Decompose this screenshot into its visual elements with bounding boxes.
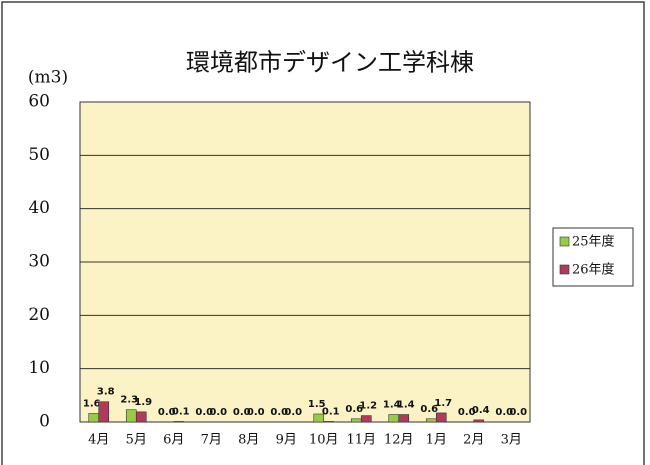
- chart-title: 環境都市デザイン工学科棟: [186, 49, 474, 77]
- bar: [135, 411, 147, 423]
- x-tick-label: 12月: [384, 433, 414, 448]
- data-label: 1.5: [308, 399, 326, 410]
- x-tick-label: 4月: [88, 433, 109, 448]
- data-label: 3.8: [97, 387, 115, 398]
- data-label: 0.1: [172, 406, 190, 417]
- y-tick-label: 30: [28, 252, 50, 272]
- data-label: 2.3: [120, 395, 138, 406]
- data-label: 0.0: [284, 407, 302, 418]
- bar: [350, 418, 362, 423]
- data-label: 1.7: [434, 398, 452, 409]
- bar: [313, 413, 325, 423]
- data-label: 0.0: [195, 407, 213, 418]
- data-label: 1.2: [359, 401, 377, 412]
- data-label: 0.0: [495, 407, 513, 418]
- bar: [323, 421, 335, 423]
- data-label: 0.0: [233, 407, 251, 418]
- bar: [173, 421, 185, 423]
- bar: [398, 414, 410, 423]
- data-label: 0.1: [322, 406, 340, 417]
- y-tick-label: 60: [28, 92, 50, 112]
- data-label: 0.0: [247, 407, 265, 418]
- y-axis-label: (m3): [28, 68, 68, 88]
- x-tick-label: 10月: [309, 433, 339, 448]
- data-label: 0.0: [458, 407, 476, 418]
- y-tick-label: 20: [28, 305, 50, 325]
- x-tick-label: 2月: [463, 433, 484, 448]
- data-label: 0.0: [509, 407, 527, 418]
- y-tick-label: 10: [28, 358, 50, 378]
- y-tick-label: 40: [28, 198, 50, 218]
- x-tick-label: 11月: [346, 433, 376, 448]
- data-label: 1.4: [397, 400, 415, 411]
- x-tick-label: 5月: [126, 433, 147, 448]
- legend-label: 26年度: [572, 262, 615, 278]
- bar: [425, 418, 437, 423]
- x-tick-label: 3月: [501, 433, 522, 448]
- data-label: 0.0: [270, 407, 288, 418]
- y-tick-label: 50: [28, 145, 50, 165]
- x-tick-label: 9月: [276, 433, 297, 448]
- legend-label: 25年度: [572, 234, 615, 250]
- bar: [473, 419, 485, 423]
- data-label: 0.0: [158, 407, 176, 418]
- x-tick-label: 6月: [163, 433, 184, 448]
- data-label: 0.6: [420, 404, 438, 415]
- x-tick-label: 7月: [201, 433, 222, 448]
- data-label: 0.6: [345, 404, 363, 415]
- legend-swatch: [559, 236, 570, 247]
- legend-swatch: [559, 264, 570, 275]
- bar: [435, 412, 447, 423]
- data-label: 1.9: [134, 397, 152, 408]
- data-label: 1.6: [83, 398, 101, 409]
- bar: [360, 415, 372, 423]
- y-tick-label: 0: [39, 412, 50, 432]
- data-label: 1.4: [383, 400, 401, 411]
- data-label: 0.0: [209, 407, 227, 418]
- bar: [98, 401, 110, 423]
- bar: [88, 413, 100, 423]
- data-label: 0.4: [472, 405, 490, 416]
- x-tick-label: 1月: [426, 433, 447, 448]
- bar: [125, 409, 137, 423]
- bar: [388, 414, 400, 423]
- x-tick-label: 8月: [238, 433, 259, 448]
